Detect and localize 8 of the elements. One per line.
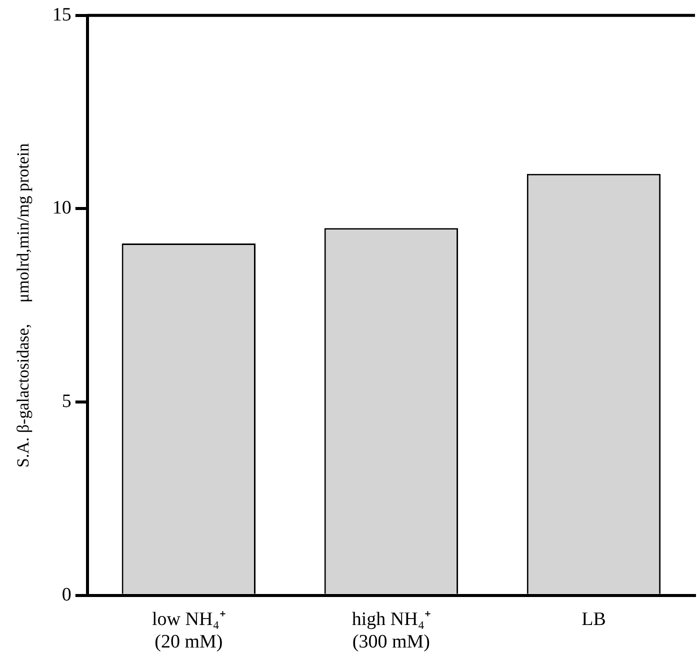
x-tick-label: LB <box>582 608 606 630</box>
y-tick-label: 5 <box>62 391 72 412</box>
x-tick-label: low NH₄⁺ (20 mM) <box>152 608 226 653</box>
y-tick-label: 0 <box>62 584 72 606</box>
x-tick-label: high NH₄⁺ (300 mM) <box>352 608 431 653</box>
y-tick-label: 15 <box>52 4 72 26</box>
y-axis-title: S.A. β-galactosidase, μmolrd,min/mg protein <box>14 142 33 468</box>
y-tick-label: 10 <box>52 198 72 219</box>
